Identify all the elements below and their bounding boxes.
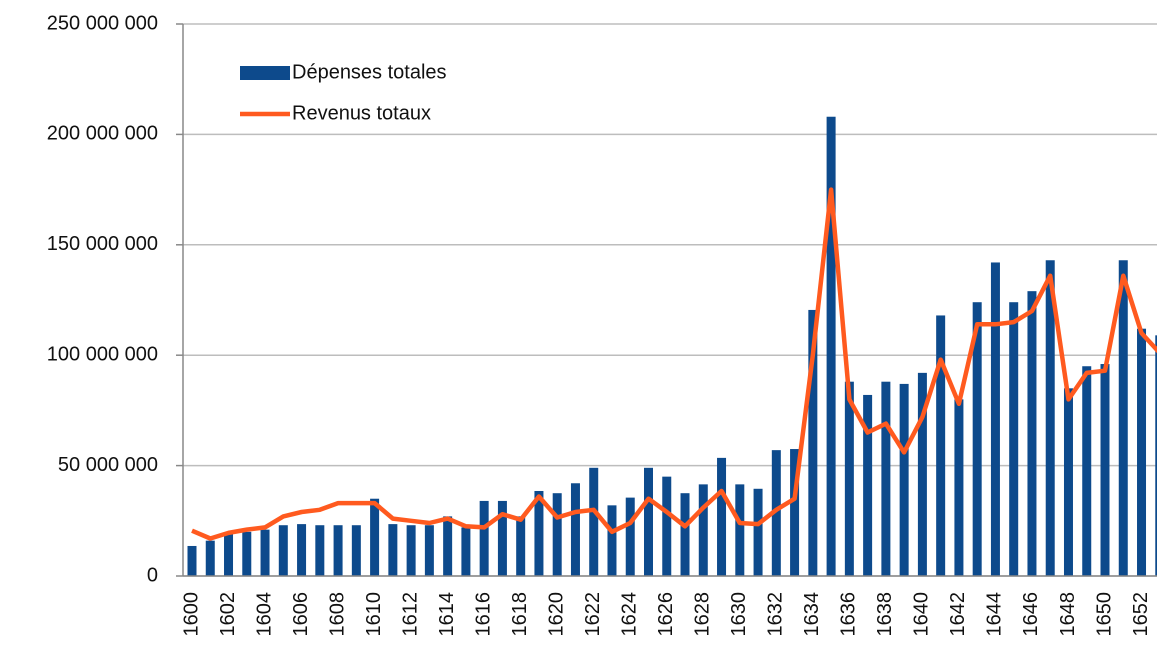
x-tick-label: 1634 bbox=[801, 592, 823, 637]
bar bbox=[205, 540, 215, 576]
bar bbox=[1063, 388, 1073, 576]
bar bbox=[406, 525, 416, 576]
bar bbox=[808, 309, 818, 576]
x-tick-label: 1612 bbox=[399, 592, 421, 637]
bar bbox=[1009, 302, 1019, 576]
x-tick-label: 1618 bbox=[509, 592, 531, 637]
bar bbox=[479, 500, 489, 576]
bar bbox=[1137, 328, 1147, 576]
bar bbox=[333, 525, 343, 576]
bar bbox=[315, 525, 325, 576]
x-tick-label: 1650 bbox=[1093, 592, 1115, 637]
x-tick-label: 1640 bbox=[911, 592, 933, 637]
bar bbox=[516, 516, 526, 576]
bar bbox=[497, 500, 507, 576]
bar bbox=[570, 483, 580, 576]
bar bbox=[954, 399, 964, 576]
bar bbox=[1082, 366, 1092, 576]
x-tick-label: 1614 bbox=[436, 592, 458, 637]
legend-label: Dépenses totales bbox=[292, 61, 447, 83]
bar bbox=[187, 545, 197, 576]
bar bbox=[662, 476, 672, 576]
x-tick-label: 1636 bbox=[838, 592, 860, 637]
bar bbox=[735, 484, 745, 576]
bar bbox=[899, 383, 909, 576]
y-tick-label: 250 000 000 bbox=[47, 12, 158, 34]
x-tick-label: 1638 bbox=[874, 592, 896, 637]
bar bbox=[753, 488, 763, 576]
bar bbox=[917, 372, 927, 576]
y-tick-label: 100 000 000 bbox=[47, 343, 158, 365]
x-tick-label: 1632 bbox=[765, 592, 787, 637]
x-tick-label: 1642 bbox=[947, 592, 969, 637]
bar bbox=[297, 524, 307, 576]
bar bbox=[443, 516, 453, 576]
x-tick-label: 1652 bbox=[1130, 592, 1152, 637]
bar bbox=[461, 527, 471, 576]
bar bbox=[370, 498, 380, 576]
x-tick-label: 1628 bbox=[692, 592, 714, 637]
x-tick-label: 1600 bbox=[180, 592, 202, 637]
bar bbox=[589, 467, 599, 576]
bar bbox=[625, 497, 635, 576]
bar bbox=[534, 490, 544, 576]
bar bbox=[552, 493, 562, 576]
bar bbox=[644, 467, 653, 576]
y-tick-label: 200 000 000 bbox=[47, 123, 158, 145]
x-tick-label: 1620 bbox=[545, 592, 567, 637]
x-tick-label: 1646 bbox=[1020, 592, 1042, 637]
x-tick-label: 1616 bbox=[472, 592, 494, 637]
bar bbox=[863, 394, 873, 576]
bar bbox=[260, 529, 270, 576]
x-tick-label: 1610 bbox=[363, 592, 385, 637]
x-tick-label: 1624 bbox=[619, 592, 641, 637]
x-tick-label: 1608 bbox=[326, 592, 348, 637]
bar bbox=[936, 315, 946, 576]
bar bbox=[1045, 260, 1055, 576]
bar bbox=[388, 524, 398, 576]
y-tick-label: 150 000 000 bbox=[47, 233, 158, 255]
bar bbox=[972, 302, 982, 576]
legend-swatch bbox=[240, 66, 290, 80]
bar bbox=[844, 381, 854, 576]
bar bbox=[224, 534, 234, 576]
x-tick-label: 1630 bbox=[728, 592, 750, 637]
bar bbox=[351, 525, 361, 576]
bar bbox=[698, 484, 708, 576]
bar bbox=[790, 449, 800, 576]
bar bbox=[1027, 291, 1037, 576]
x-tick-label: 1626 bbox=[655, 592, 677, 637]
line bbox=[191, 187, 1157, 541]
x-tick-label: 1622 bbox=[582, 592, 604, 637]
x-tick-label: 1604 bbox=[253, 592, 275, 637]
bar bbox=[242, 531, 252, 576]
y-tick-label: 50 000 000 bbox=[58, 454, 158, 476]
bar bbox=[607, 505, 617, 576]
y-tick-label: 0 bbox=[147, 564, 158, 586]
legend-label: Revenus totaux bbox=[292, 102, 431, 124]
bar bbox=[424, 525, 434, 576]
bar bbox=[1118, 260, 1128, 576]
x-tick-label: 1648 bbox=[1057, 592, 1079, 637]
x-tick-label: 1606 bbox=[290, 592, 312, 637]
x-tick-label: 1644 bbox=[984, 592, 1006, 637]
bar bbox=[1100, 364, 1110, 576]
bar bbox=[680, 493, 690, 576]
bar bbox=[278, 525, 288, 576]
bar bbox=[826, 116, 836, 577]
bar bbox=[990, 262, 1000, 576]
bar bbox=[717, 457, 727, 576]
bar bbox=[771, 450, 781, 576]
x-tick-label: 1602 bbox=[217, 592, 239, 637]
bar bbox=[1155, 335, 1157, 576]
bar bbox=[881, 381, 891, 576]
